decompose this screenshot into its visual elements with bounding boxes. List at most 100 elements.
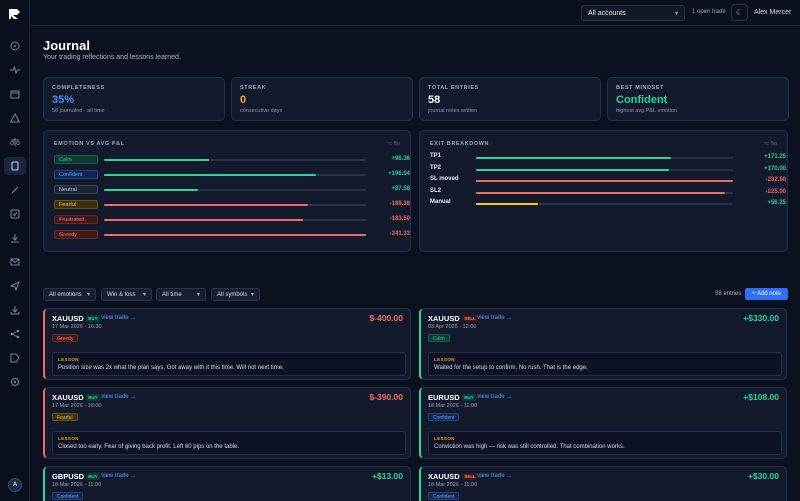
bar-fill <box>104 159 209 161</box>
time-filter-select[interactable]: All time ▾ <box>156 288 206 301</box>
user-name[interactable]: Alex Mercer <box>754 9 792 16</box>
bar-value: -232.50 <box>765 177 786 184</box>
bar-fill <box>476 180 733 183</box>
journal-icon[interactable] <box>4 157 26 175</box>
tag-icon[interactable] <box>4 349 26 367</box>
entry-date: 18 Mar 2026 · 11:00 <box>428 482 478 488</box>
stat-card-streak: STREAK 0 consecutive days <box>231 77 413 121</box>
import-icon[interactable] <box>4 301 26 319</box>
view-trade-link[interactable]: view trade → <box>477 315 513 321</box>
bar-track <box>476 168 733 171</box>
lesson-box: LESSON Position size was 2x what the plan… <box>52 352 406 376</box>
entry-pnl: $-400.00 <box>369 313 403 323</box>
stat-label: TOTAL ENTRIES <box>428 85 479 91</box>
entry-pnl: +$330.00 <box>743 313 779 323</box>
entry-symbol: XAUUSD <box>52 393 84 402</box>
symbol-filter-select[interactable]: All symbols ▾ <box>211 288 260 301</box>
emotion-row: Fearful -189.38 <box>54 200 410 210</box>
stat-card-best-mindset: BEST MINDSET Confident highest avg P&L e… <box>607 77 789 121</box>
app-logo[interactable] <box>8 8 22 20</box>
share-icon[interactable] <box>4 325 26 343</box>
chevron-down-icon: ▾ <box>142 292 146 298</box>
lesson-label: LESSON <box>434 357 455 362</box>
settings-icon[interactable] <box>4 373 26 391</box>
pen-icon[interactable] <box>4 181 26 199</box>
bar-track <box>104 234 366 236</box>
exit-row: TP1 +171.25 <box>430 153 786 163</box>
emotion-badge: Fearful <box>52 413 78 421</box>
stat-note: 58 journaled · all time <box>52 108 105 114</box>
activity-icon[interactable] <box>4 61 26 79</box>
stat-label: COMPLETENESS <box>52 85 105 91</box>
stat-note: consecutive days <box>240 108 283 114</box>
view-trade-link[interactable]: view trade → <box>101 394 137 400</box>
mail-icon[interactable] <box>4 253 26 271</box>
scale-icon[interactable] <box>4 133 26 151</box>
side-badge: BUY <box>86 473 100 480</box>
download-icon[interactable] <box>4 229 26 247</box>
emotion-badge: Confident <box>428 413 460 421</box>
emotion-badge: Confident <box>52 492 84 500</box>
journal-entry-card[interactable]: XAUUSD SELL view trade → 18 Mar 2026 · 11:0… <box>419 466 787 501</box>
avatar[interactable]: A <box>8 478 22 492</box>
side-badge: BUY <box>86 394 100 401</box>
lesson-box: LESSON Closed too early. Fear of giving b… <box>52 431 406 455</box>
filter-value: All time <box>162 291 182 298</box>
entry-date: 17 Mar 2026 · 18:00 <box>52 403 102 409</box>
theme-toggle-moon-icon[interactable]: ☾ <box>731 4 748 21</box>
entries-count: 58 entries <box>715 291 742 297</box>
emotion-tag: Confident <box>54 170 98 179</box>
emotion-row: Calm +96.36 <box>54 155 410 165</box>
emotion-filter-select[interactable]: All emotions ▾ <box>43 288 96 301</box>
panel-hint[interactable]: ⌥ flip <box>386 141 400 147</box>
send-icon[interactable] <box>4 277 26 295</box>
journal-entry-card[interactable]: EURUSD BUY view trade → 18 Mar 2026 · 11:00… <box>419 387 787 459</box>
bar-fill <box>104 189 199 191</box>
filter-value: Win & loss <box>107 291 136 298</box>
add-note-button[interactable]: + Add note <box>745 288 788 300</box>
bar-value: +56.25 <box>767 200 786 207</box>
bar-track <box>476 157 733 159</box>
entry-date: 17 Mar 2026 · 16:30 <box>52 324 102 330</box>
stat-card-total-entries: TOTAL ENTRIES 58 journal notes written <box>419 77 601 121</box>
chevron-down-icon: ▾ <box>196 292 200 298</box>
outcome-filter-select[interactable]: Win & loss ▾ <box>101 288 152 301</box>
alert-icon[interactable] <box>4 109 26 127</box>
view-trade-link[interactable]: view trade → <box>477 394 513 400</box>
check-icon[interactable] <box>4 205 26 223</box>
stat-value: 58 <box>428 94 441 106</box>
bar-track <box>104 189 366 191</box>
account-select[interactable]: All accounts ▾ <box>581 5 685 21</box>
open-trade-indicator[interactable]: 1 open trade <box>692 9 726 15</box>
entry-pnl: +$108.00 <box>743 392 779 402</box>
lesson-box: LESSON Waited for the setup to confirm. N… <box>428 352 782 376</box>
view-trade-link[interactable]: view trade → <box>101 473 137 479</box>
journal-entry-card[interactable]: GBPUSD BUY view trade → 18 Mar 2026 · 11:00… <box>43 466 411 501</box>
lesson-label: LESSON <box>58 357 79 362</box>
page-title: Journal <box>43 38 90 53</box>
exit-row: Manual +56.25 <box>430 199 786 209</box>
bar-value: -183.50 <box>389 216 410 222</box>
view-trade-link[interactable]: view trade → <box>477 473 513 479</box>
bar-track <box>104 204 366 206</box>
bar-value: -225.00 <box>765 188 786 195</box>
calendar-icon[interactable] <box>4 85 26 103</box>
emotion-row: Confident +196.04 <box>54 170 410 180</box>
chevron-down-icon: ▾ <box>674 10 678 17</box>
stat-note: highest avg P&L emotion <box>616 108 677 114</box>
bar-track <box>476 180 733 183</box>
journal-entry-card[interactable]: XAUUSD BUY view trade → 17 Mar 2026 · 16:30… <box>43 308 411 380</box>
bar-value: -241.33 <box>389 231 410 237</box>
bar-value: +171.25 <box>764 154 786 160</box>
panel-hint[interactable]: ⌥ flip <box>763 141 777 147</box>
journal-entry-card[interactable]: XAUUSD BUY view trade → 17 Mar 2026 · 18:00… <box>43 387 411 459</box>
page-subtitle: Your trading reflections and lessons lea… <box>43 54 181 61</box>
bar-fill <box>104 174 317 176</box>
side-badge: BUY <box>462 394 476 401</box>
emotion-row: Neutral +87.58 <box>54 185 410 195</box>
view-trade-link[interactable]: view trade → <box>101 315 137 321</box>
emotion-tag: Neutral <box>54 185 98 194</box>
journal-entry-card[interactable]: XAUUSD SELL view trade → 03 Apr 2026 · 12:0… <box>419 308 787 380</box>
dashboard-icon[interactable] <box>4 37 26 55</box>
exit-row: SL moved -232.50 <box>430 176 786 186</box>
